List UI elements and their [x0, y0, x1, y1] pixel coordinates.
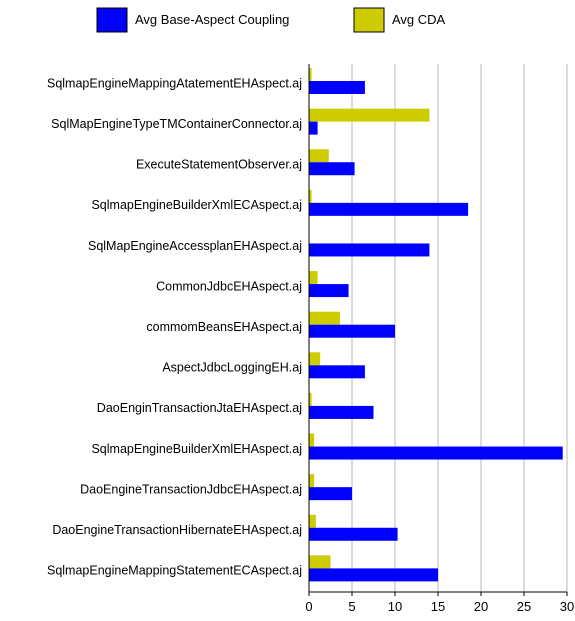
category-label-5: SqlMapEngineAccessplanEHAspect.aj: [88, 239, 302, 253]
x-tick-label-0: 0: [305, 599, 312, 614]
bar-coupling-10: [309, 446, 563, 460]
legend: Avg Base-Aspect Coupling Avg CDA: [96, 7, 446, 33]
category-label-7: commomBeansEHAspect.aj: [146, 320, 302, 334]
bar-cda-9: [309, 392, 312, 406]
bar-cda-10: [309, 433, 315, 447]
legend-label-2: Avg CDA: [392, 12, 446, 27]
bar-coupling-11: [309, 487, 352, 501]
bar-coupling-3: [309, 162, 355, 176]
bar-coupling-4: [309, 202, 469, 216]
category-labels: SqlmapEngineMappingAtatementEHAspect.aj S…: [47, 76, 302, 577]
bar-cda-2: [309, 108, 430, 122]
category-label-10: SqlmapEngineBuilderXmlEHAspect.aj: [91, 442, 302, 456]
category-label-9: DaoEnginTransactionJtaEHAspect.aj: [97, 401, 302, 415]
category-label-11: DaoEngineTransactionJdbcEHAspect.aj: [80, 482, 302, 496]
bar-coupling-6: [309, 284, 349, 298]
x-tick-label-10: 10: [388, 599, 402, 614]
legend-swatch-2: [353, 7, 385, 33]
x-tick-label-25: 25: [517, 599, 531, 614]
bar-cda-13: [309, 555, 331, 569]
x-tick-label-5: 5: [348, 599, 355, 614]
bar-coupling-13: [309, 568, 438, 582]
bar-cda-4: [309, 189, 312, 203]
bar-cda-7: [309, 311, 340, 325]
category-label-6: CommonJdbcEHAspect.aj: [156, 279, 302, 293]
bar-cda-8: [309, 352, 321, 366]
category-label-1: SqlmapEngineMappingAtatementEHAspect.aj: [47, 76, 302, 90]
category-label-8: AspectJdbcLoggingEH.aj: [162, 361, 302, 375]
category-label-13: SqlmapEngineMappingStatementECAspect.aj: [47, 564, 302, 578]
legend-swatch-1: [96, 7, 128, 33]
category-label-3: ExecuteStatementObserver.aj: [136, 158, 302, 172]
bar-cda-11: [309, 474, 315, 488]
category-label-12: DaoEngineTransactionHibernateEHAspect.aj: [52, 523, 302, 537]
x-tick-label-15: 15: [431, 599, 445, 614]
bar-cda-1: [309, 68, 312, 81]
bar-coupling-9: [309, 405, 374, 419]
bars: [309, 68, 563, 582]
bar-coupling-5: [309, 243, 430, 257]
legend-label-1: Avg Base-Aspect Coupling: [135, 12, 289, 27]
x-tick-label-20: 20: [474, 599, 488, 614]
category-label-4: SqlmapEngineBuilderXmlECAspect.aj: [91, 198, 302, 212]
bar-coupling-7: [309, 324, 395, 338]
bar-cda-6: [309, 271, 318, 285]
bar-coupling-1: [309, 81, 365, 94]
bar-coupling-2: [309, 121, 318, 135]
category-label-2: SqlMapEngineTypeTMContainerConnector.aj: [51, 117, 302, 131]
bar-coupling-12: [309, 527, 398, 541]
bar-cda-3: [309, 149, 329, 163]
bar-coupling-8: [309, 365, 365, 379]
bar-cda-12: [309, 514, 316, 528]
x-tick-label-30: 30: [560, 599, 574, 614]
x-axis: 0 5 10 15 20 25 30: [305, 64, 574, 614]
gridlines: [351, 64, 568, 592]
